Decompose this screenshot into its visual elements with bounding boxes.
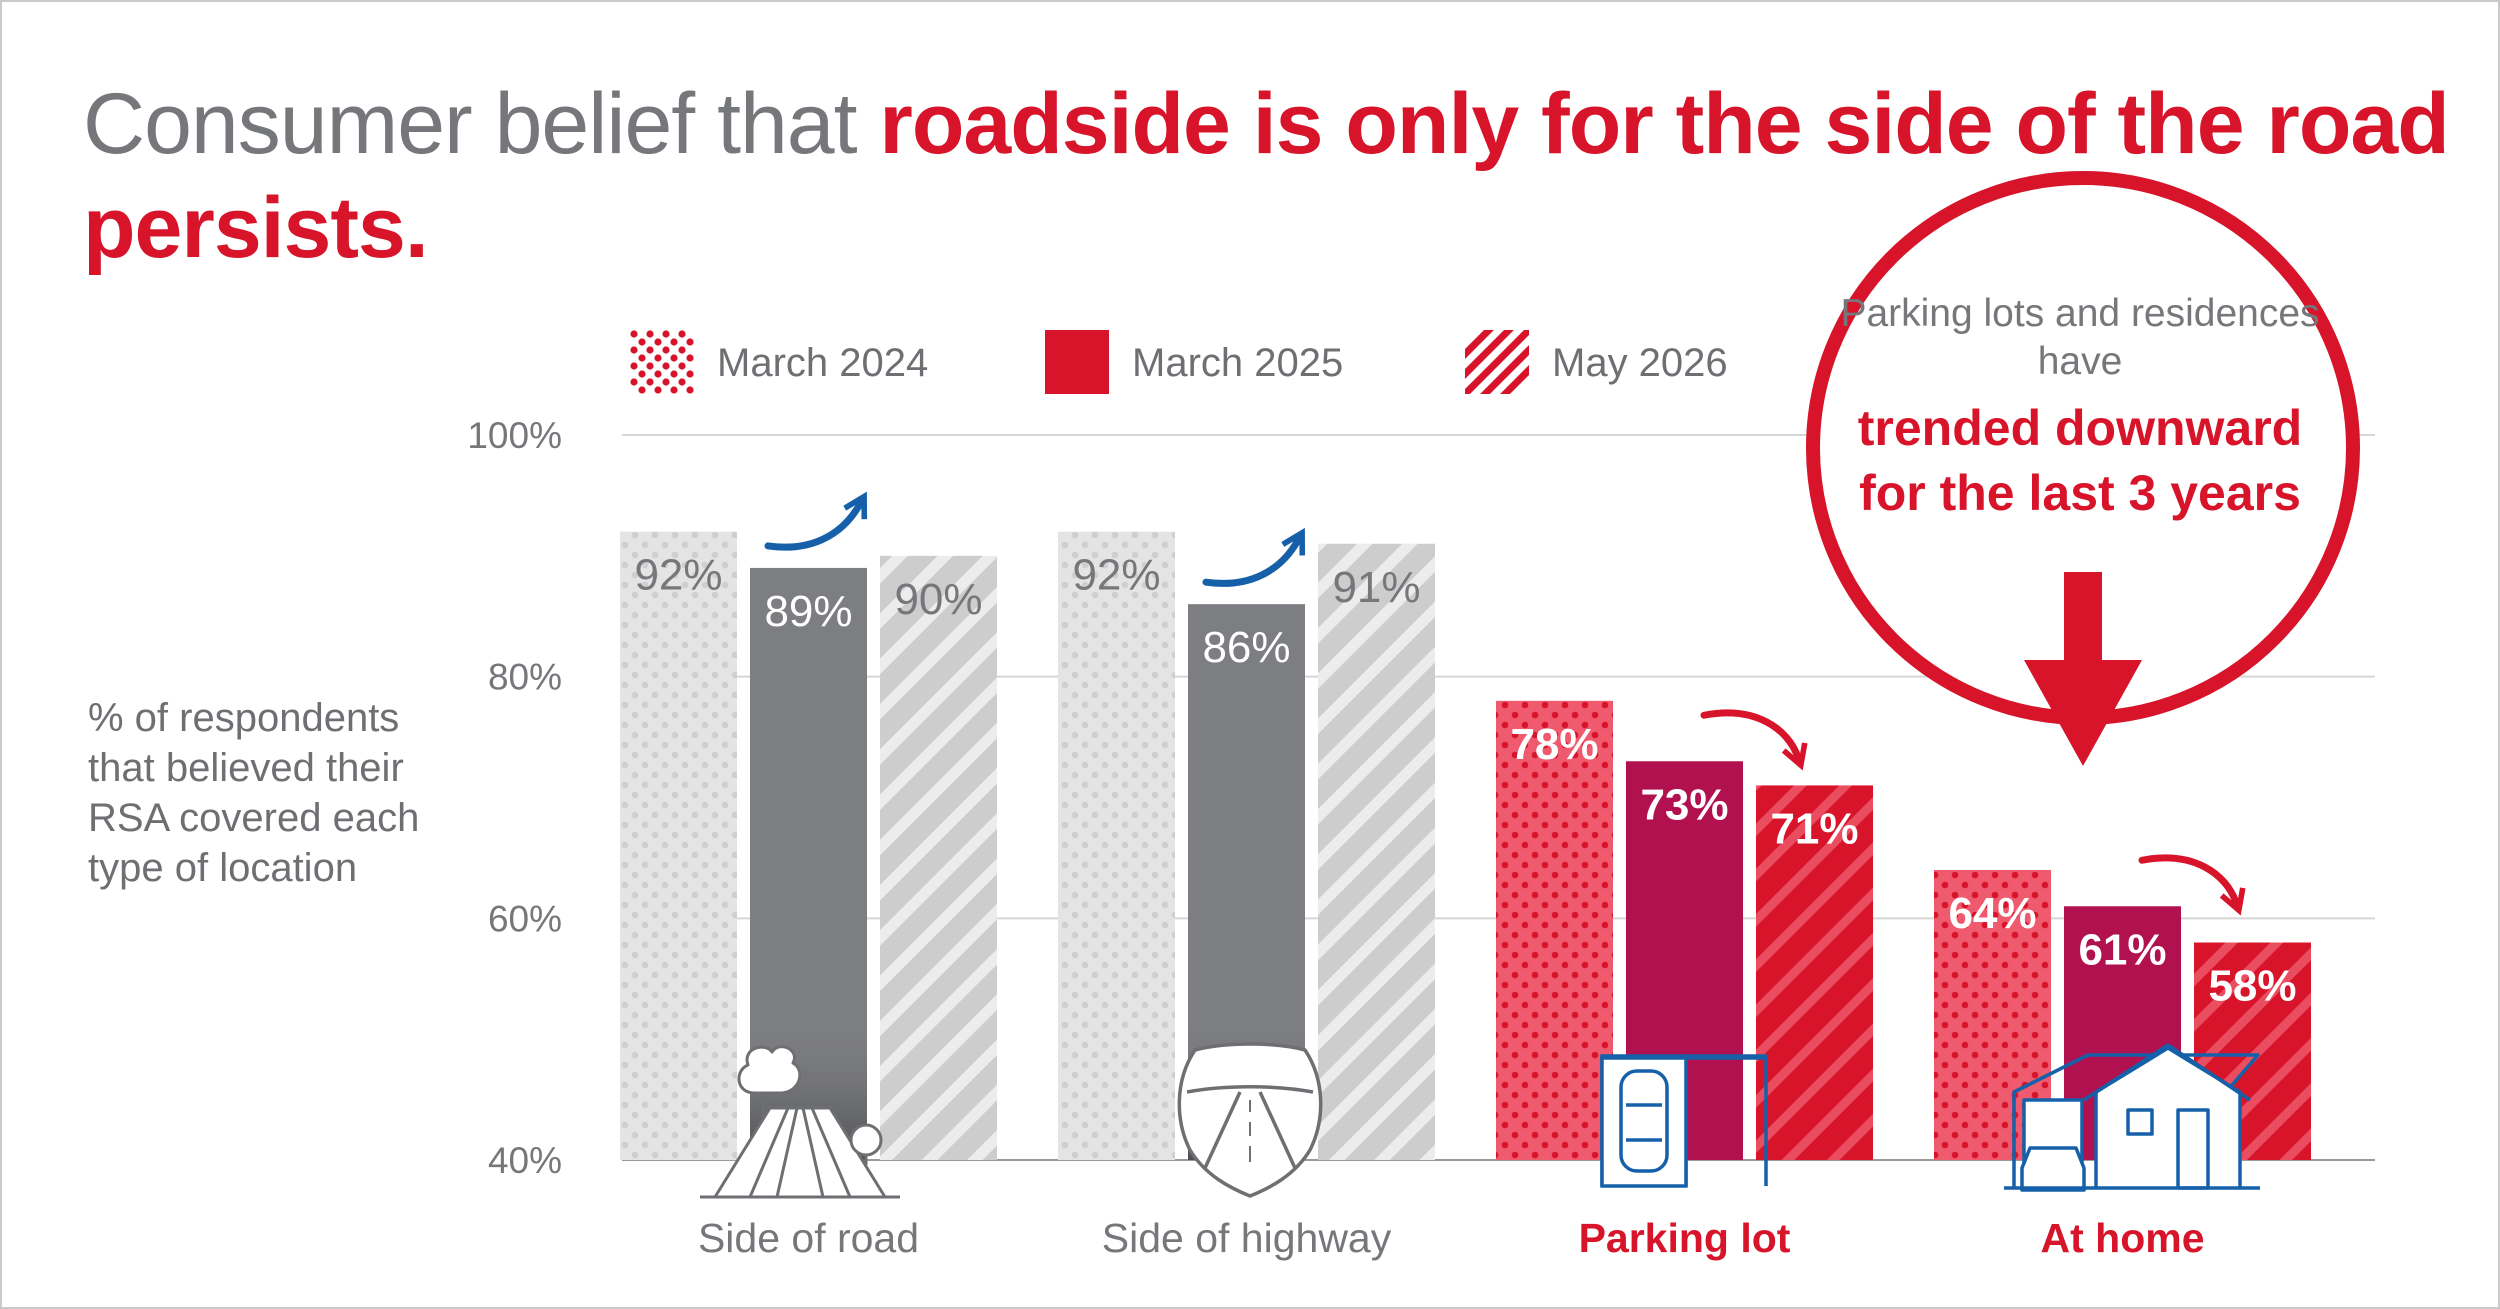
chart-title: Consumer belief that roadside is only fo…	[83, 72, 2500, 280]
callout-line-1: Parking lots and residences have	[1840, 292, 2320, 383]
road-icon	[700, 1045, 900, 1199]
y-tick-label: 80%	[488, 657, 562, 698]
parking-space-icon	[1600, 1054, 1768, 1188]
data-label: 92%	[1072, 551, 1160, 600]
trend-arrows	[764, 491, 2246, 916]
house-icon	[2004, 1043, 2260, 1192]
bar-side-of-highway-may-2026	[1318, 543, 1435, 1160]
trend-down-arrow-icon	[2138, 854, 2246, 916]
category-icons	[700, 1042, 2260, 1199]
legend-label: May 2026	[1552, 341, 1728, 385]
data-labels: 92% 89% 90% Side of road 92% 86% 91% Side of hi…	[634, 551, 2296, 1261]
highway-shield-icon	[1177, 1042, 1323, 1198]
category-label: Side of road	[698, 1215, 919, 1261]
y-tick-label: 100%	[467, 415, 562, 456]
trend-down-arrow-icon	[1700, 709, 1808, 771]
data-label: 91%	[1332, 563, 1420, 612]
y-tick-label: 40%	[488, 1140, 562, 1181]
legend-label: March 2024	[717, 341, 929, 385]
legend-label: March 2025	[1132, 341, 1344, 385]
bar-side-of-road-march-2024	[620, 531, 737, 1160]
title-part-gray: Consumer belief that	[83, 76, 880, 172]
y-axis-label: % of respondents that believed their RSA…	[88, 696, 420, 890]
data-label: 78%	[1510, 720, 1598, 769]
category-label: Side of highway	[1102, 1215, 1392, 1261]
legend-swatch-stripes	[1465, 330, 1529, 394]
data-label: 58%	[2208, 962, 2296, 1011]
category-label: Parking lot	[1579, 1215, 1791, 1261]
trend-up-arrow-icon	[1202, 527, 1306, 587]
data-label: 73%	[1640, 780, 1728, 829]
data-label: 89%	[764, 587, 852, 636]
legend-swatch-dots	[630, 330, 694, 394]
title-part-highlight: roadside is only for the side of the roa…	[83, 76, 2450, 276]
data-label: 86%	[1202, 623, 1290, 672]
down-arrow-icon	[2024, 572, 2142, 766]
category-label: At home	[2041, 1215, 2205, 1261]
callout-line-2: trended downward for the last 3 years	[1857, 400, 2303, 521]
callout-text: Parking lots and residences have trended…	[1820, 290, 2340, 526]
data-label: 90%	[894, 575, 982, 624]
callout	[1806, 171, 2360, 766]
y-tick-label: 60%	[488, 898, 562, 939]
data-label: 61%	[2078, 925, 2166, 974]
bars	[620, 531, 2311, 1160]
bar-side-of-highway-march-2024	[1058, 531, 1175, 1160]
data-label: 64%	[1948, 889, 2036, 938]
bar-parking-lot-may-2026	[1756, 785, 1873, 1160]
data-label: 92%	[634, 551, 722, 600]
bar-side-of-road-may-2026	[880, 555, 997, 1160]
trend-up-arrow-icon	[764, 491, 868, 551]
bar-parking-lot-march-2024	[1496, 700, 1613, 1160]
data-label: 71%	[1770, 804, 1858, 853]
legend-swatch-solid	[1045, 330, 1109, 394]
